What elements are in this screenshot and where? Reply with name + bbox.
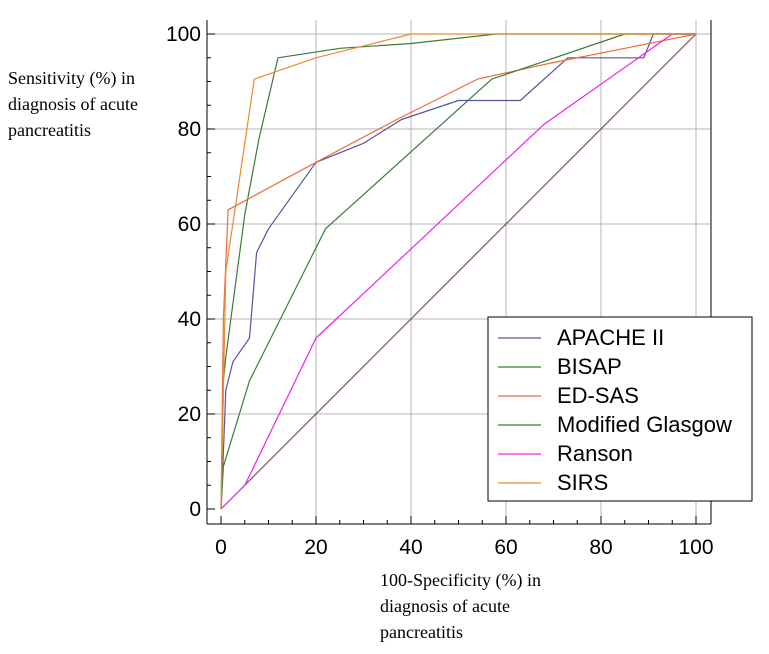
axis-ticks: 0 20 40 60 80 100 0 20 40 60 80 100	[166, 23, 714, 559]
y-axis-title-line-3: pancreatitis	[8, 120, 91, 140]
x-tick-label: 0	[215, 536, 227, 559]
series-layer	[220, 33, 697, 510]
series-line-sirs	[220, 33, 696, 510]
series-line-ed-sas	[220, 33, 697, 510]
x-tick-label: 60	[494, 536, 517, 559]
y-tick-label: 0	[189, 498, 201, 521]
y-axis-title-line-1: Sensitivity (%) in	[8, 68, 135, 89]
series-line-apache-ii	[220, 33, 696, 510]
x-axis-title: 100-Specificity (%) in diagnosis of acut…	[380, 570, 541, 642]
legend-label-bisap: BISAP	[557, 354, 622, 379]
legend: APACHE II BISAP ED-SAS Modified Glasgow Rans…	[487, 316, 753, 502]
reference-diagonal-line	[220, 33, 697, 510]
legend-label-sirs: SIRS	[557, 470, 608, 495]
y-tick-label: 20	[178, 403, 201, 426]
y-tick-label: 100	[166, 23, 201, 46]
x-axis-title-line-1: 100-Specificity (%) in	[380, 570, 541, 591]
legend-label-ranson: Ranson	[557, 441, 633, 466]
x-tick-label: 100	[678, 536, 713, 559]
x-tick-label: 40	[399, 536, 422, 559]
x-axis-title-line-2: diagnosis of acute	[380, 596, 510, 616]
legend-label-apache-ii: APACHE II	[557, 325, 664, 350]
y-axis-title: Sensitivity (%) in diagnosis of acute pa…	[8, 68, 138, 140]
x-tick-label: 20	[304, 536, 327, 559]
y-axis-title-line-2: diagnosis of acute	[8, 94, 138, 114]
x-axis-title-line-3: pancreatitis	[380, 622, 463, 642]
y-tick-label: 60	[178, 213, 201, 236]
x-tick-label: 80	[589, 536, 612, 559]
legend-box	[487, 316, 753, 502]
series-line-bisap	[220, 33, 696, 510]
y-tick-label: 80	[178, 118, 201, 141]
legend-label-ed-sas: ED-SAS	[557, 383, 639, 408]
legend-label-modified-glasgow: Modified Glasgow	[557, 412, 732, 437]
y-tick-label: 40	[178, 308, 201, 331]
